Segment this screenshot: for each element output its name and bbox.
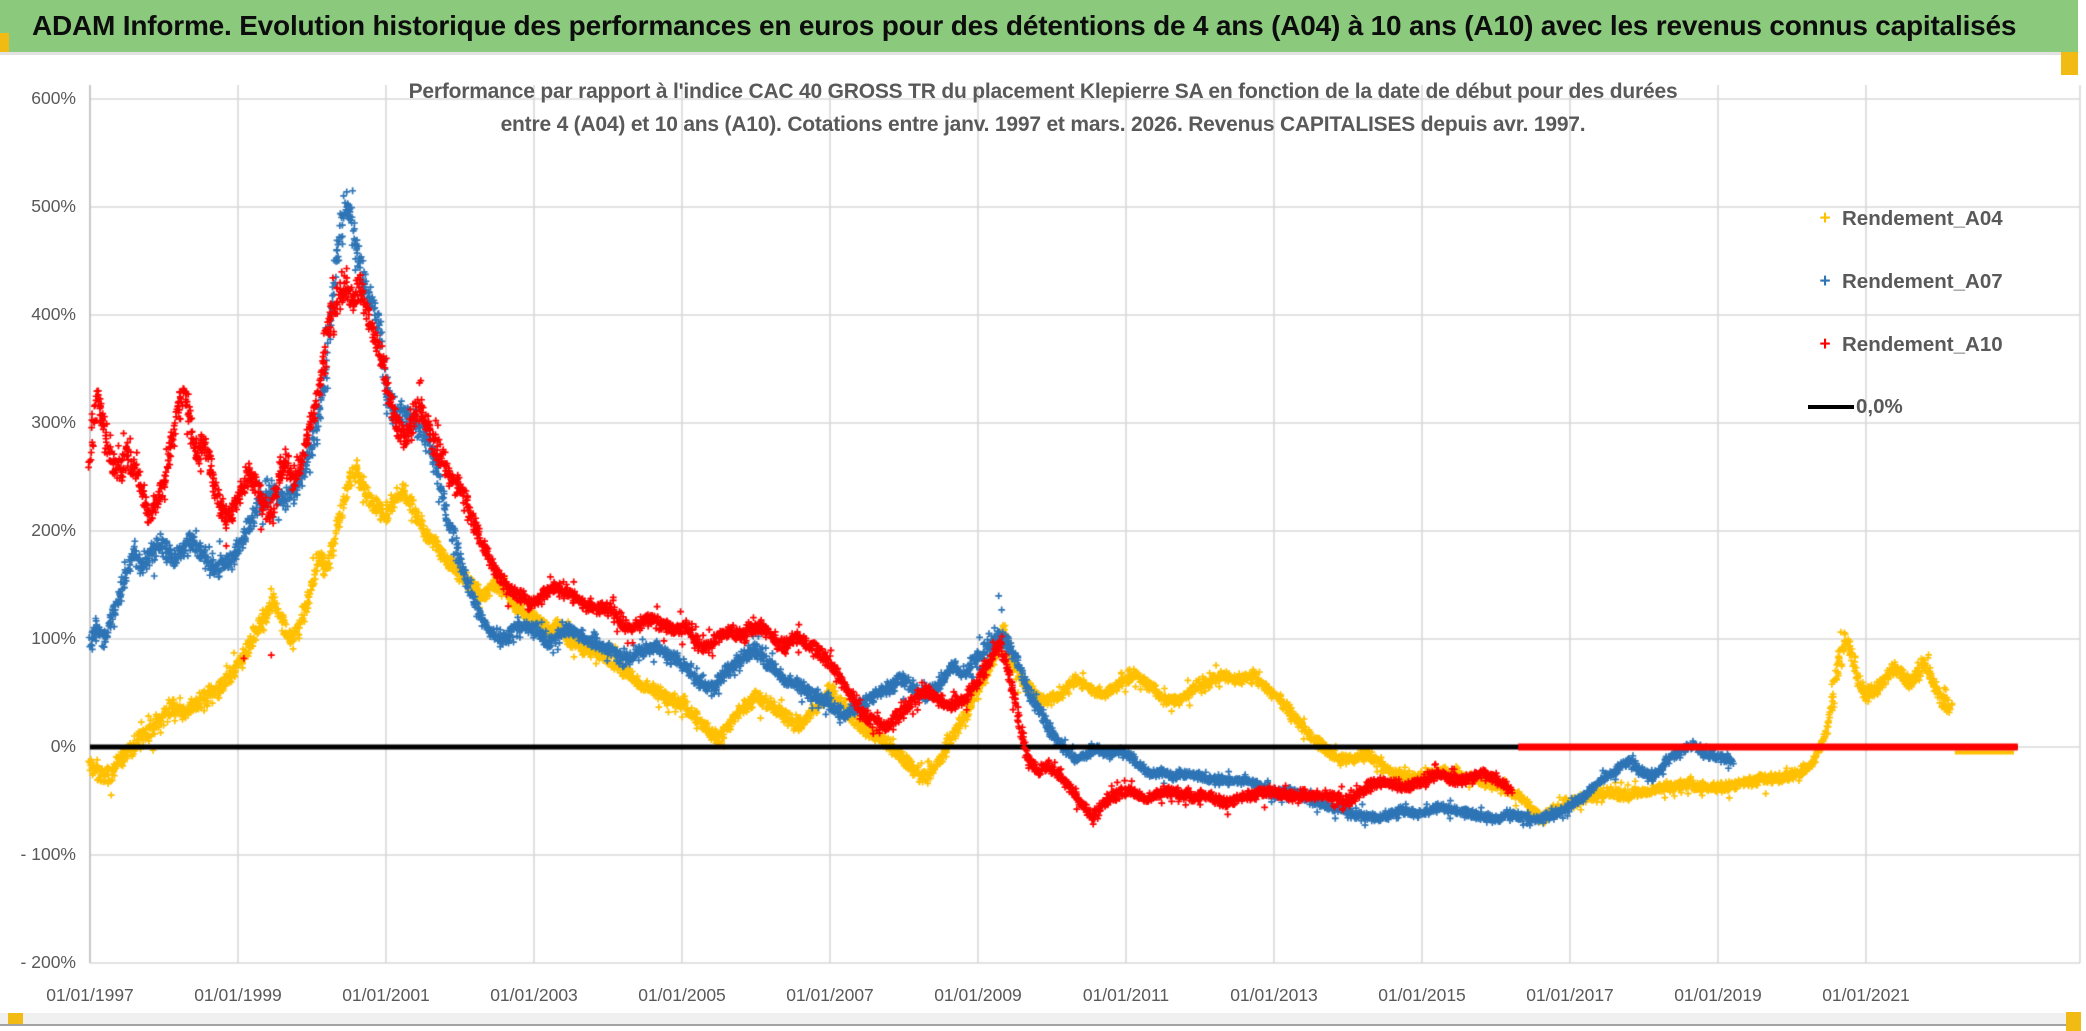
series-marker-icon: + — [1819, 334, 1831, 355]
series-marker-icon: + — [1819, 208, 1831, 229]
scrollbar-thumb[interactable] — [8, 1013, 23, 1024]
x-tick-label: 01/01/2019 — [1674, 985, 1762, 1005]
x-tick-label: 01/01/1997 — [46, 985, 134, 1005]
y-tick-label: 0% — [50, 736, 76, 756]
bottom-scrollbar[interactable] — [0, 1013, 2078, 1024]
legend-label: Rendement_A04 — [1842, 207, 2003, 230]
page-title: ADAM Informe. Evolution historique des p… — [32, 10, 2017, 41]
x-tick-label: 01/01/2013 — [1230, 985, 1318, 1005]
y-tick-label: 400% — [31, 304, 76, 324]
x-tick-label: 01/01/2005 — [638, 985, 726, 1005]
legend-label: Rendement_A10 — [1842, 333, 2003, 356]
y-tick-label: 300% — [31, 412, 76, 432]
chart-title-line1: Performance par rapport à l'indice CAC 4… — [408, 80, 1678, 103]
x-tick-label: 01/01/2017 — [1526, 985, 1614, 1005]
chart-title-line2: entre 4 (A04) et 10 ans (A10). Cotations… — [500, 113, 1586, 136]
gold-accent-bottom-right — [2066, 1012, 2081, 1031]
y-tick-label: - 100% — [20, 844, 76, 864]
header-divider — [0, 52, 2078, 55]
y-tick-label: 600% — [31, 88, 76, 108]
title-bar: ADAM Informe. Evolution historique des p… — [0, 0, 2078, 52]
gold-accent-top-right — [2061, 52, 2078, 75]
y-tick-label: - 200% — [20, 952, 76, 972]
x-tick-label: 01/01/2015 — [1378, 985, 1466, 1005]
legend-item-rendement-a04: + Rendement_A04 — [1808, 204, 2003, 234]
series-marker-icon: + — [1819, 271, 1831, 292]
legend-label: 0,0% — [1856, 395, 1903, 418]
gold-accent-left — [0, 33, 9, 52]
legend-item-rendement-a10: + Rendement_A10 — [1808, 330, 2003, 360]
y-tick-label: 500% — [31, 196, 76, 216]
x-tick-label: 01/01/2009 — [934, 985, 1022, 1005]
x-tick-label: 01/01/1999 — [194, 985, 282, 1005]
legend-item-rendement-a07: + Rendement_A07 — [1808, 267, 2003, 297]
y-tick-label: 100% — [31, 628, 76, 648]
y-tick-label: 200% — [31, 520, 76, 540]
x-tick-label: 01/01/2003 — [490, 985, 578, 1005]
x-tick-label: 01/01/2021 — [1822, 985, 1910, 1005]
x-tick-label: 01/01/2001 — [342, 985, 430, 1005]
x-tick-label: 01/01/2007 — [786, 985, 874, 1005]
x-tick-label: 01/01/2011 — [1082, 985, 1170, 1005]
legend-label: Rendement_A07 — [1842, 270, 2003, 293]
bottom-divider — [0, 1024, 2078, 1026]
legend-item-0-0-: 0,0% — [1808, 392, 1903, 422]
zero-line-swatch — [1808, 405, 1854, 409]
